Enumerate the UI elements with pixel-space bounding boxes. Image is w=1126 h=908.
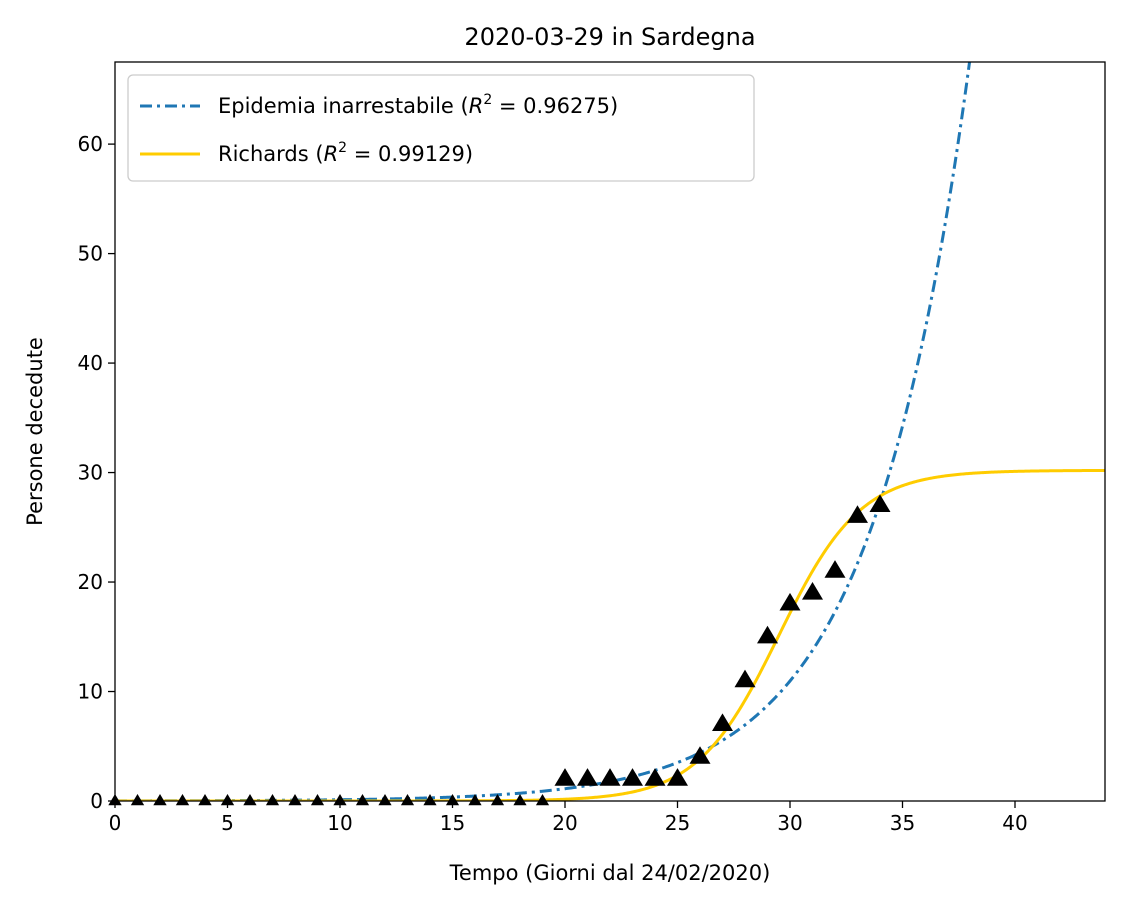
y-tick-label: 20: [78, 570, 103, 594]
data-point: [734, 669, 756, 688]
data-point: [378, 794, 392, 806]
x-axis: 0 5 10 15 20 25 30 35 40: [109, 801, 1028, 835]
y-axis-label: Persone decedute: [23, 337, 47, 526]
data-point: [513, 794, 527, 806]
x-tick-label: 10: [327, 811, 352, 835]
data-point: [265, 794, 280, 806]
data-point: [712, 713, 733, 731]
data-point: [423, 794, 437, 806]
x-tick-label: 15: [440, 811, 465, 835]
data-point: [554, 768, 576, 786]
legend: Epidemia inarrestabile (R2 = 0.96275) Ric…: [127, 74, 755, 182]
plot-area: [114, 61, 1106, 802]
data-point: [468, 794, 482, 806]
data-point: [198, 794, 212, 806]
y-tick-label: 40: [78, 351, 103, 375]
x-axis-label: Tempo (Giorni dal 24/02/2020): [449, 861, 771, 885]
y-axis: 0 10 20 30 40 50 60: [78, 132, 115, 813]
data-point: [243, 794, 257, 806]
data-point: [445, 794, 460, 806]
y-tick-label: 0: [90, 789, 103, 813]
y-tick-label: 60: [78, 132, 103, 156]
data-point: [175, 794, 190, 806]
x-tick-label: 30: [777, 811, 802, 835]
data-point: [310, 794, 325, 806]
legend-entry-2: Richards (R2 = 0.99129): [218, 140, 473, 166]
x-tick-label: 25: [665, 811, 690, 835]
data-point: [824, 560, 846, 578]
data-point: [802, 582, 823, 600]
y-tick-label: 10: [78, 680, 103, 704]
data-point: [622, 768, 643, 786]
data-point: [535, 794, 550, 806]
data-point: [689, 746, 711, 764]
data-point: [288, 794, 302, 806]
data-point: [757, 625, 778, 644]
x-tick-label: 20: [552, 811, 577, 835]
data-point: [490, 794, 505, 806]
data-point: [869, 494, 891, 512]
chart-title: 2020-03-29 in Sardegna: [464, 23, 755, 51]
data-point: [644, 768, 666, 786]
x-tick-label: 0: [109, 811, 122, 835]
legend-entry-1: Epidemia inarrestabile (R2 = 0.96275): [218, 92, 618, 118]
data-point: [667, 768, 688, 786]
series-line-2: [115, 468, 1105, 801]
data-point: [779, 592, 801, 611]
data-point: [577, 768, 598, 786]
data-point: [400, 794, 415, 806]
x-tick-label: 40: [1002, 811, 1027, 835]
y-tick-label: 50: [78, 242, 103, 266]
y-tick-label: 30: [78, 461, 103, 485]
legend-box: [127, 74, 755, 182]
data-point: [355, 794, 370, 806]
data-point: [599, 768, 621, 786]
data-point: [153, 794, 167, 806]
data-point: [130, 794, 145, 806]
data-point: [220, 794, 235, 806]
x-tick-label: 5: [221, 811, 234, 835]
x-tick-label: 35: [890, 811, 915, 835]
data-point: [333, 794, 347, 806]
data-point: [847, 505, 868, 523]
